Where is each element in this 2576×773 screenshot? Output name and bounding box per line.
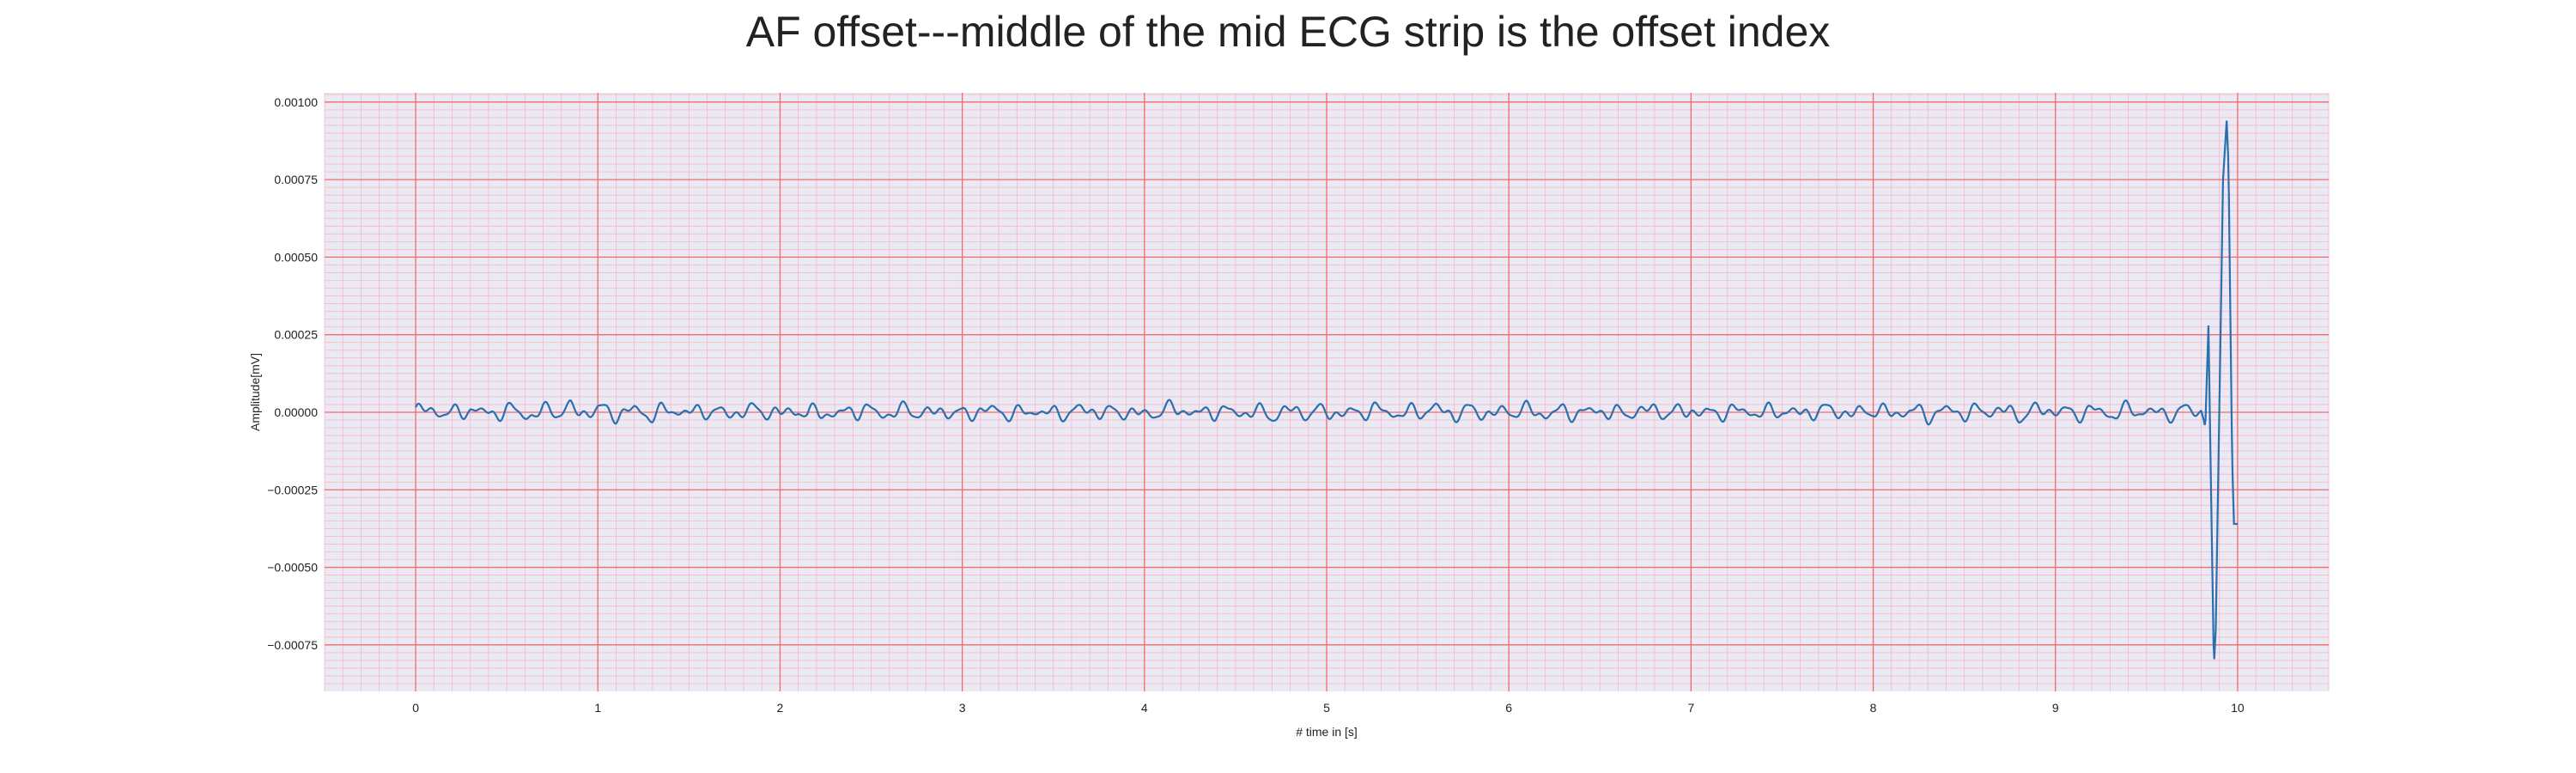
series-line xyxy=(415,120,2238,660)
x-tick-label: 2 xyxy=(777,701,784,715)
y-axis-label: Amplitude[mV] xyxy=(248,353,262,431)
x-tick-label: 4 xyxy=(1141,701,1148,715)
x-tick-label: 5 xyxy=(1323,701,1330,715)
x-tick-label: 9 xyxy=(2052,701,2059,715)
y-tick-label: −0.00050 xyxy=(267,561,318,575)
x-tick-label: 0 xyxy=(412,701,419,715)
x-tick-label: 3 xyxy=(959,701,966,715)
y-tick-label: 0.00100 xyxy=(274,95,318,109)
x-tick-label: 10 xyxy=(2231,701,2245,715)
y-tick-label: 0.00075 xyxy=(274,173,318,186)
y-tick-label: 0.00050 xyxy=(274,250,318,264)
x-tick-label: 1 xyxy=(594,701,601,715)
y-tick-label: −0.00075 xyxy=(267,638,318,652)
x-tick-labels: 0 1 2 3 4 5 6 7 8 9 10 xyxy=(412,701,2245,715)
major-grid xyxy=(325,93,2329,691)
x-tick-label: 8 xyxy=(1870,701,1877,715)
y-tick-labels: 0.00100 0.00075 0.00050 0.00025 0.00000 −0.00… xyxy=(267,95,318,652)
y-tick-label: 0.00025 xyxy=(274,328,318,342)
y-tick-label: −0.00025 xyxy=(267,483,318,496)
x-tick-label: 6 xyxy=(1505,701,1512,715)
chart-title: AF offset---middle of the mid ECG strip … xyxy=(745,8,1831,56)
x-axis-label: # time in [s] xyxy=(1296,725,1358,739)
y-tick-label: 0.00000 xyxy=(274,405,318,419)
x-tick-label: 7 xyxy=(1687,701,1694,715)
